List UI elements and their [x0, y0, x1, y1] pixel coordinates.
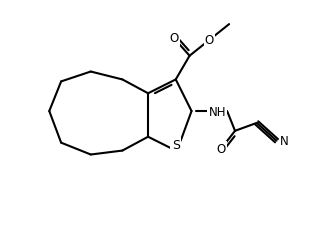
Text: N: N	[280, 135, 289, 148]
Text: O: O	[205, 34, 214, 47]
Text: O: O	[169, 32, 178, 45]
Text: S: S	[172, 139, 180, 152]
Text: NH: NH	[209, 105, 226, 118]
Text: O: O	[217, 143, 226, 155]
